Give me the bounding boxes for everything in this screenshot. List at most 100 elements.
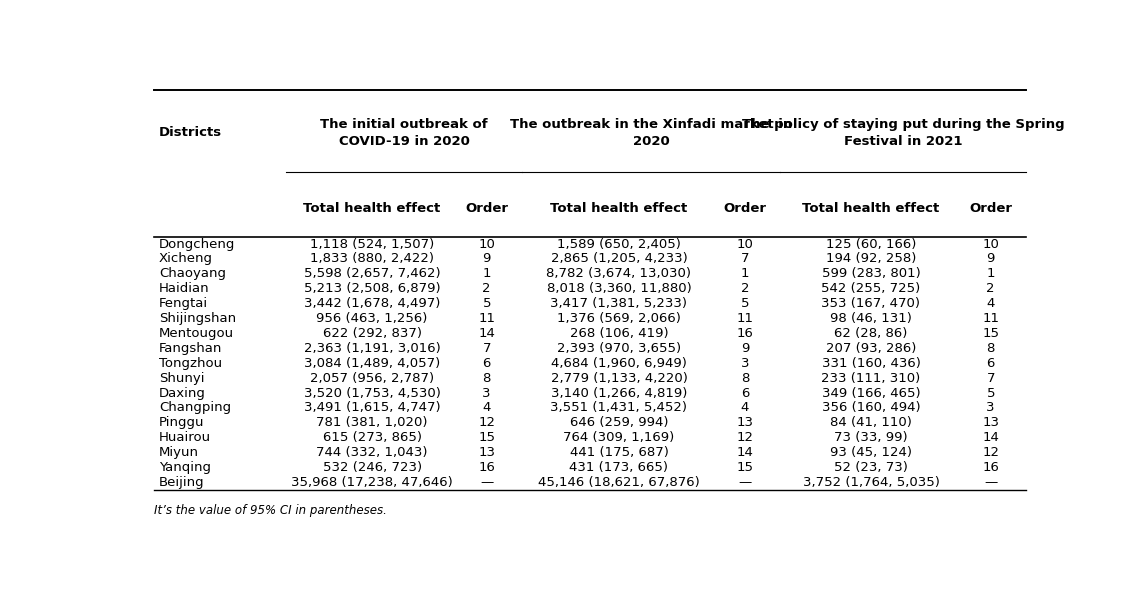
Text: 3,752 (1,764, 5,035): 3,752 (1,764, 5,035) bbox=[803, 476, 939, 489]
Text: 9: 9 bbox=[741, 342, 749, 355]
Text: 15: 15 bbox=[736, 461, 753, 474]
Text: Mentougou: Mentougou bbox=[159, 327, 235, 340]
Text: 2,393 (970, 3,655): 2,393 (970, 3,655) bbox=[556, 342, 681, 355]
Text: 8,782 (3,674, 13,030): 8,782 (3,674, 13,030) bbox=[546, 267, 692, 280]
Text: 781 (381, 1,020): 781 (381, 1,020) bbox=[316, 416, 428, 429]
Text: 10: 10 bbox=[982, 237, 1000, 251]
Text: Haidian: Haidian bbox=[159, 282, 210, 295]
Text: 12: 12 bbox=[736, 431, 753, 444]
Text: Pinggu: Pinggu bbox=[159, 416, 205, 429]
Text: Total health effect: Total health effect bbox=[303, 202, 441, 215]
Text: 15: 15 bbox=[479, 431, 496, 444]
Text: 532 (246, 723): 532 (246, 723) bbox=[323, 461, 421, 474]
Text: 16: 16 bbox=[736, 327, 753, 340]
Text: 14: 14 bbox=[736, 446, 753, 459]
Text: 14: 14 bbox=[479, 327, 495, 340]
Text: 5,598 (2,657, 7,462): 5,598 (2,657, 7,462) bbox=[303, 267, 441, 280]
Text: 45,146 (18,621, 67,876): 45,146 (18,621, 67,876) bbox=[538, 476, 700, 489]
Text: 1: 1 bbox=[987, 267, 995, 280]
Text: Shijingshan: Shijingshan bbox=[159, 312, 236, 325]
Text: 7: 7 bbox=[482, 342, 491, 355]
Text: 431 (173, 665): 431 (173, 665) bbox=[569, 461, 669, 474]
Text: Miyun: Miyun bbox=[159, 446, 199, 459]
Text: 11: 11 bbox=[982, 312, 1000, 325]
Text: 2,057 (956, 2,787): 2,057 (956, 2,787) bbox=[310, 371, 434, 385]
Text: The outbreak in the Xinfadi market in
2020: The outbreak in the Xinfadi market in 20… bbox=[510, 118, 792, 148]
Text: 12: 12 bbox=[982, 446, 1000, 459]
Text: 7: 7 bbox=[987, 371, 995, 385]
Text: Daxing: Daxing bbox=[159, 386, 206, 399]
Text: 1,833 (880, 2,422): 1,833 (880, 2,422) bbox=[310, 252, 434, 266]
Text: 615 (273, 865): 615 (273, 865) bbox=[323, 431, 421, 444]
Text: 1,589 (650, 2,405): 1,589 (650, 2,405) bbox=[558, 237, 681, 251]
Text: Fengtai: Fengtai bbox=[159, 297, 208, 310]
Text: 3,520 (1,753, 4,530): 3,520 (1,753, 4,530) bbox=[303, 386, 441, 399]
Text: 4: 4 bbox=[741, 401, 749, 414]
Text: The policy of staying put during the Spring
Festival in 2021: The policy of staying put during the Spr… bbox=[742, 118, 1065, 148]
Text: 62 (28, 86): 62 (28, 86) bbox=[835, 327, 908, 340]
Text: 3: 3 bbox=[482, 386, 491, 399]
Text: 12: 12 bbox=[479, 416, 496, 429]
Text: Shunyi: Shunyi bbox=[159, 371, 205, 385]
Text: 3,140 (1,266, 4,819): 3,140 (1,266, 4,819) bbox=[551, 386, 687, 399]
Text: Changping: Changping bbox=[159, 401, 231, 414]
Text: 8: 8 bbox=[987, 342, 995, 355]
Text: 764 (309, 1,169): 764 (309, 1,169) bbox=[563, 431, 674, 444]
Text: 1,118 (524, 1,507): 1,118 (524, 1,507) bbox=[310, 237, 434, 251]
Text: 16: 16 bbox=[479, 461, 495, 474]
Text: 13: 13 bbox=[982, 416, 1000, 429]
Text: —: — bbox=[480, 476, 493, 489]
Text: Order: Order bbox=[969, 202, 1012, 215]
Text: 6: 6 bbox=[741, 386, 749, 399]
Text: 8: 8 bbox=[741, 371, 749, 385]
Text: Total health effect: Total health effect bbox=[551, 202, 688, 215]
Text: 3: 3 bbox=[741, 357, 749, 370]
Text: 98 (46, 131): 98 (46, 131) bbox=[830, 312, 911, 325]
Text: 9: 9 bbox=[987, 252, 995, 266]
Text: —: — bbox=[984, 476, 997, 489]
Text: 2,363 (1,191, 3,016): 2,363 (1,191, 3,016) bbox=[303, 342, 441, 355]
Text: 2: 2 bbox=[987, 282, 995, 295]
Text: 13: 13 bbox=[479, 446, 496, 459]
Text: Order: Order bbox=[465, 202, 508, 215]
Text: 3,551 (1,431, 5,452): 3,551 (1,431, 5,452) bbox=[551, 401, 687, 414]
Text: 35,968 (17,238, 47,646): 35,968 (17,238, 47,646) bbox=[291, 476, 453, 489]
Text: 2,779 (1,133, 4,220): 2,779 (1,133, 4,220) bbox=[551, 371, 687, 385]
Text: Total health effect: Total health effect bbox=[803, 202, 940, 215]
Text: —: — bbox=[739, 476, 751, 489]
Text: 5,213 (2,508, 6,879): 5,213 (2,508, 6,879) bbox=[303, 282, 441, 295]
Text: 6: 6 bbox=[482, 357, 491, 370]
Text: 9: 9 bbox=[482, 252, 491, 266]
Text: 356 (160, 494): 356 (160, 494) bbox=[822, 401, 921, 414]
Text: 744 (332, 1,043): 744 (332, 1,043) bbox=[316, 446, 428, 459]
Text: 5: 5 bbox=[482, 297, 491, 310]
Text: The initial outbreak of
COVID-19 in 2020: The initial outbreak of COVID-19 in 2020 bbox=[321, 118, 488, 148]
Text: 441 (175, 687): 441 (175, 687) bbox=[569, 446, 669, 459]
Text: 84 (41, 110): 84 (41, 110) bbox=[830, 416, 911, 429]
Text: 2,865 (1,205, 4,233): 2,865 (1,205, 4,233) bbox=[551, 252, 687, 266]
Text: Beijing: Beijing bbox=[159, 476, 205, 489]
Text: It’s the value of 95% CI in parentheses.: It’s the value of 95% CI in parentheses. bbox=[153, 504, 387, 517]
Text: Huairou: Huairou bbox=[159, 431, 211, 444]
Text: 6: 6 bbox=[987, 357, 995, 370]
Text: Yanqing: Yanqing bbox=[159, 461, 211, 474]
Text: Tongzhou: Tongzhou bbox=[159, 357, 222, 370]
Text: 2: 2 bbox=[741, 282, 749, 295]
Text: 7: 7 bbox=[741, 252, 749, 266]
Text: 1: 1 bbox=[482, 267, 491, 280]
Text: 93 (45, 124): 93 (45, 124) bbox=[830, 446, 911, 459]
Text: 956 (463, 1,256): 956 (463, 1,256) bbox=[316, 312, 428, 325]
Text: 14: 14 bbox=[982, 431, 1000, 444]
Text: 5: 5 bbox=[741, 297, 749, 310]
Text: Districts: Districts bbox=[159, 126, 222, 139]
Text: 13: 13 bbox=[736, 416, 753, 429]
Text: Chaoyang: Chaoyang bbox=[159, 267, 226, 280]
Text: 3,417 (1,381, 5,233): 3,417 (1,381, 5,233) bbox=[551, 297, 687, 310]
Text: Order: Order bbox=[724, 202, 766, 215]
Text: Xicheng: Xicheng bbox=[159, 252, 213, 266]
Text: 353 (167, 470): 353 (167, 470) bbox=[821, 297, 921, 310]
Text: 4,684 (1,960, 6,949): 4,684 (1,960, 6,949) bbox=[551, 357, 687, 370]
Text: 4: 4 bbox=[987, 297, 995, 310]
Text: 10: 10 bbox=[479, 237, 495, 251]
Text: 622 (292, 837): 622 (292, 837) bbox=[323, 327, 421, 340]
